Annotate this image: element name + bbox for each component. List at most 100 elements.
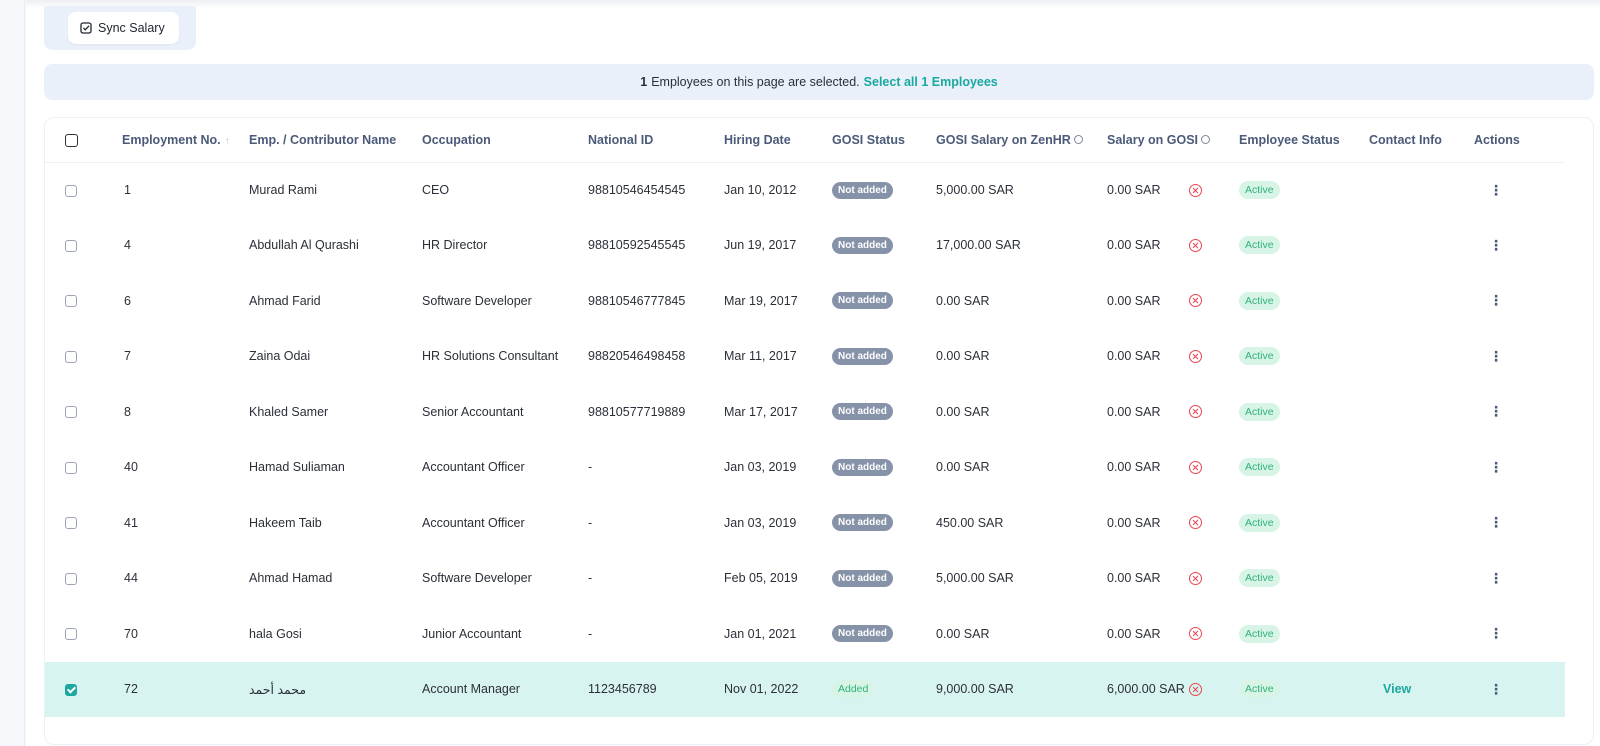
row-checkbox[interactable] bbox=[65, 683, 77, 696]
close-circle-icon[interactable] bbox=[1189, 571, 1202, 585]
col-gosi-salary-zenhr: GOSI Salary on ZenHR bbox=[936, 118, 1107, 163]
more-actions-icon[interactable]: ⋮ bbox=[1489, 458, 1503, 475]
employee-status-badge: Active bbox=[1239, 347, 1280, 366]
row-checkbox[interactable] bbox=[65, 350, 77, 363]
employee-name[interactable]: Ahmad Farid bbox=[249, 293, 321, 308]
salary-on-gosi: 0.00 SAR bbox=[1107, 460, 1161, 475]
select-all-link[interactable]: Select all 1 Employees bbox=[863, 75, 998, 89]
gosi-salary-zenhr: 0.00 SAR bbox=[936, 460, 990, 475]
employee-name[interactable]: Murad Rami bbox=[249, 183, 318, 197]
employment-no: 6 bbox=[124, 293, 131, 308]
employee-name[interactable]: محمد أحمد bbox=[249, 682, 307, 697]
more-actions-icon[interactable]: ⋮ bbox=[1489, 680, 1503, 697]
more-actions-icon[interactable]: ⋮ bbox=[1489, 292, 1503, 309]
table-row[interactable]: 1 Murad Rami CEO 98810546454545 Jan 10, 2012… bbox=[45, 162, 1565, 218]
close-circle-icon[interactable] bbox=[1189, 294, 1202, 308]
close-circle-icon[interactable] bbox=[1189, 183, 1202, 197]
col-employment-no[interactable]: Employment No. ↑ bbox=[122, 118, 249, 163]
table-row[interactable]: 4 Abdullah Al Qurashi HR Director 988105925… bbox=[45, 218, 1565, 274]
employee-status-badge: Active bbox=[1239, 291, 1280, 310]
employee-name[interactable]: Ahmad Hamad bbox=[249, 571, 333, 586]
selection-text: Employees on this page are selected. bbox=[651, 75, 860, 89]
employee-status-badge: Active bbox=[1239, 236, 1280, 255]
table-row[interactable]: 7 Zaina Odai HR Solutions Consultant 988205… bbox=[45, 329, 1565, 385]
select-all-checkbox[interactable] bbox=[65, 133, 78, 147]
gosi-status-badge: Not added bbox=[832, 625, 893, 643]
col-salary-on-gosi-label: Salary on GOSI bbox=[1107, 132, 1199, 147]
info-icon[interactable] bbox=[1073, 134, 1083, 144]
gosi-status-badge: Not added bbox=[832, 347, 893, 365]
table-row[interactable]: 72 محمد أحمد Account Manager 1123456789 Nov … bbox=[45, 661, 1565, 717]
close-circle-icon[interactable] bbox=[1189, 682, 1202, 696]
table-body: 1 Murad Rami CEO 98810546454545 Jan 10, 2012… bbox=[45, 162, 1565, 717]
employee-name[interactable]: Abdullah Al Qurashi bbox=[249, 238, 359, 253]
hiring-date: Mar 17, 2017 bbox=[724, 404, 798, 419]
occupation: CEO bbox=[422, 183, 450, 197]
row-checkbox[interactable] bbox=[65, 461, 77, 474]
employee-status-badge: Active bbox=[1239, 569, 1280, 588]
national-id: - bbox=[588, 515, 593, 530]
national-id: - bbox=[588, 571, 593, 586]
hiring-date: Jan 10, 2012 bbox=[724, 183, 797, 197]
gosi-status-badge: Not added bbox=[832, 236, 893, 254]
table-row[interactable]: 40 Hamad Suliaman Accountant Officer - Jan 0… bbox=[45, 440, 1565, 496]
more-actions-icon[interactable]: ⋮ bbox=[1489, 181, 1503, 198]
close-circle-icon[interactable] bbox=[1189, 349, 1202, 363]
employee-name[interactable]: Hamad Suliaman bbox=[249, 460, 345, 475]
more-actions-icon[interactable]: ⋮ bbox=[1489, 347, 1503, 364]
employee-name[interactable]: Khaled Samer bbox=[249, 404, 329, 419]
sort-arrow-up-icon[interactable]: ↑ bbox=[224, 135, 230, 147]
row-checkbox[interactable] bbox=[65, 239, 77, 252]
table-row[interactable]: 70 hala Gosi Junior Accountant - Jan 01, 202… bbox=[45, 606, 1565, 662]
more-actions-icon[interactable]: ⋮ bbox=[1489, 403, 1503, 420]
employee-name[interactable]: hala Gosi bbox=[249, 626, 302, 641]
contact-view-link[interactable]: View bbox=[1383, 682, 1412, 697]
gosi-status-badge: Not added bbox=[832, 458, 893, 476]
row-checkbox[interactable] bbox=[65, 406, 77, 419]
close-circle-icon[interactable] bbox=[1189, 627, 1202, 641]
col-contact-info: Contact Info bbox=[1369, 118, 1474, 163]
more-actions-icon[interactable]: ⋮ bbox=[1489, 514, 1503, 531]
row-checkbox[interactable] bbox=[65, 572, 77, 585]
sync-salary-button[interactable]: Sync Salary bbox=[68, 12, 179, 44]
toolbar: Sync Salary bbox=[44, 6, 196, 50]
table-row[interactable]: 44 Ahmad Hamad Software Developer - Feb 05, … bbox=[45, 551, 1565, 607]
occupation: Software Developer bbox=[422, 571, 532, 586]
employees-table: Employment No. ↑ Emp. / Contributor Name … bbox=[45, 118, 1565, 717]
more-actions-icon[interactable]: ⋮ bbox=[1489, 569, 1503, 586]
col-actions: Actions bbox=[1474, 118, 1565, 163]
info-icon[interactable] bbox=[1201, 134, 1211, 144]
national-id: 98820546498458 bbox=[588, 349, 686, 364]
gosi-status-badge: Added bbox=[832, 680, 875, 699]
table-row[interactable]: 8 Khaled Samer Senior Accountant 9881057771… bbox=[45, 384, 1565, 440]
col-employment-no-label: Employment No. bbox=[122, 132, 221, 147]
employee-name[interactable]: Zaina Odai bbox=[249, 349, 311, 364]
gosi-salary-zenhr: 450.00 SAR bbox=[936, 515, 1004, 530]
close-circle-icon[interactable] bbox=[1189, 460, 1202, 474]
col-occupation: Occupation bbox=[422, 118, 588, 163]
occupation: HR Solutions Consultant bbox=[422, 349, 559, 364]
row-checkbox[interactable] bbox=[65, 295, 77, 308]
close-circle-icon[interactable] bbox=[1189, 405, 1202, 419]
more-actions-icon[interactable]: ⋮ bbox=[1489, 625, 1503, 642]
employment-no: 7 bbox=[124, 349, 131, 364]
hiring-date: Jan 03, 2019 bbox=[724, 460, 797, 475]
gosi-status-badge: Not added bbox=[832, 403, 893, 421]
more-actions-icon[interactable]: ⋮ bbox=[1489, 236, 1503, 253]
row-checkbox[interactable] bbox=[65, 628, 77, 641]
table-row[interactable]: 41 Hakeem Taib Accountant Officer - Jan 03, … bbox=[45, 495, 1565, 551]
close-circle-icon[interactable] bbox=[1189, 516, 1202, 530]
row-checkbox[interactable] bbox=[65, 184, 77, 197]
close-circle-icon[interactable] bbox=[1189, 238, 1202, 252]
left-rail bbox=[0, 0, 25, 746]
employment-no: 70 bbox=[124, 626, 138, 641]
checkbox-square-icon bbox=[80, 22, 92, 34]
col-hiring-date: Hiring Date bbox=[724, 118, 832, 163]
col-name: Emp. / Contributor Name bbox=[249, 118, 422, 163]
salary-on-gosi: 0.00 SAR bbox=[1107, 404, 1161, 419]
employee-status-badge: Active bbox=[1239, 680, 1280, 699]
row-checkbox[interactable] bbox=[65, 517, 77, 530]
national-id: 1123456789 bbox=[588, 682, 657, 697]
employee-name[interactable]: Hakeem Taib bbox=[249, 515, 322, 530]
table-row[interactable]: 6 Ahmad Farid Software Developer 9881054677… bbox=[45, 273, 1565, 329]
